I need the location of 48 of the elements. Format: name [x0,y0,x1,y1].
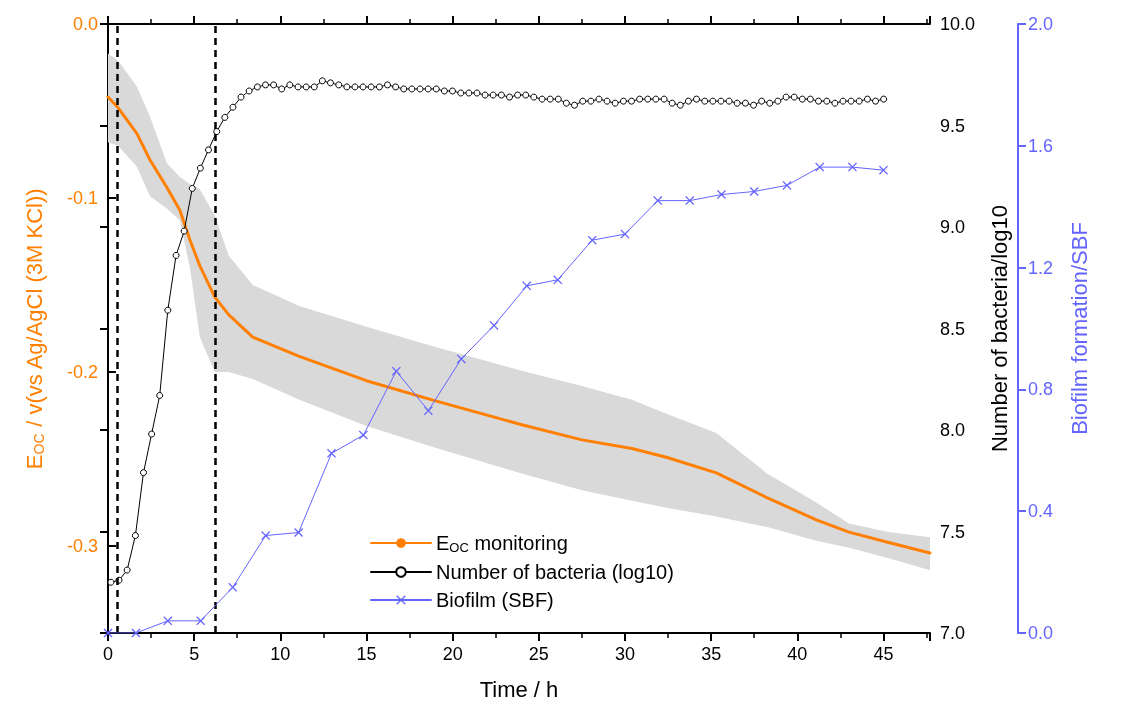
x-tick-label: 40 [787,644,808,664]
point [358,430,368,440]
y-tick-label: -0.3 [66,536,98,556]
point [815,162,825,172]
legend-label: Biofilm (SBF) [436,589,554,611]
x-tick-label: 5 [189,644,200,664]
point [878,165,888,175]
y2-axis-title: Number of bacteria/log10 [986,204,1012,453]
point [391,366,401,376]
y3-tick-label: 2.0 [1028,14,1054,34]
point [653,196,663,206]
y3-axis-title: Biofilm formation/SBF [1066,222,1092,435]
y2-tick-label: 9.5 [940,115,966,136]
point [522,281,532,291]
y2-tick-label: 8.5 [940,318,966,339]
y2-tick-label: 7.0 [940,623,966,643]
y3-tick-label: 0.4 [1028,501,1054,522]
x-tick-label: 30 [614,644,635,664]
x-tick-label: 35 [701,644,722,664]
x-tick-label: 15 [356,644,377,664]
y2-tick-label: 7.5 [940,521,966,542]
point [327,448,337,458]
point [196,616,206,626]
point [489,320,499,330]
y3-tick-label: 1.6 [1028,135,1054,156]
x-tick-label: 45 [873,644,894,664]
point [847,162,857,172]
point [261,531,271,541]
y3-tick-label: 1.2 [1028,257,1054,278]
point [456,354,466,364]
y-tick-label: -0.2 [66,362,98,382]
y2-tick-label: 9.0 [940,217,966,237]
y-tick-label: -0.1 [66,188,98,208]
y3-tick-label: 0.0 [1028,623,1054,643]
x-tick-label: 20 [442,644,463,664]
y2-tick-label: 10.0 [940,14,976,34]
point [685,196,695,206]
x-tick-label: 0 [102,644,114,664]
x-axis-title: Time / h [479,676,559,702]
y-axis-title: EOC / v(vs Ag/AgCl (3M KCl)) [21,188,47,470]
y2-tick-label: 8.0 [940,420,966,440]
y-tick-label: 0.0 [72,14,98,34]
point [782,180,792,190]
legend-label: Number of bacteria (log10) [436,561,674,583]
x-tick-label: 25 [528,644,549,664]
point [749,186,759,196]
x-tick-label: 10 [270,644,291,664]
y3-tick-label: 0.8 [1028,379,1054,400]
